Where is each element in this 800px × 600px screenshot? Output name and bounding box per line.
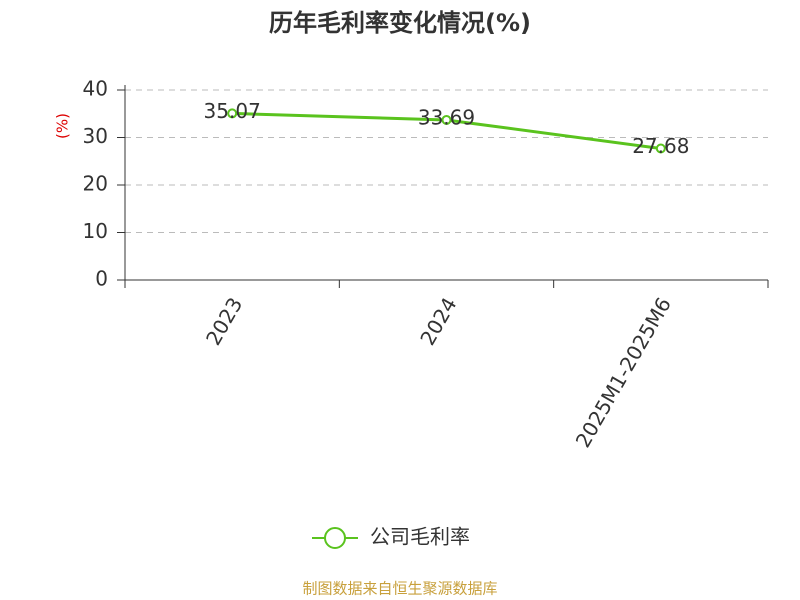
x-tick-label: 2025M1-2025M6 [571, 293, 676, 451]
y-tick-label: 40 [83, 77, 108, 101]
x-tick-label: 2024 [415, 293, 461, 349]
y-tick-label: 20 [83, 172, 108, 196]
data-label: 27.68 [632, 134, 689, 158]
data-label: 35.07 [204, 99, 261, 123]
point [227, 108, 238, 119]
point [655, 143, 666, 154]
point [441, 114, 452, 125]
y-axis-label: (%) [54, 113, 72, 139]
x-tick-label: 2023 [201, 293, 247, 349]
source-note: 制图数据来自恒生聚源数据库 [302, 580, 497, 598]
legend-label: 公司毛利率 [370, 525, 470, 549]
legend-marker [324, 527, 346, 549]
chart-title: 历年毛利率变化情况(%) [269, 9, 531, 37]
y-tick-label: 10 [83, 219, 108, 243]
data-label: 33.69 [418, 105, 475, 129]
y-tick-label: 30 [83, 124, 108, 148]
y-tick-label: 0 [95, 267, 108, 291]
